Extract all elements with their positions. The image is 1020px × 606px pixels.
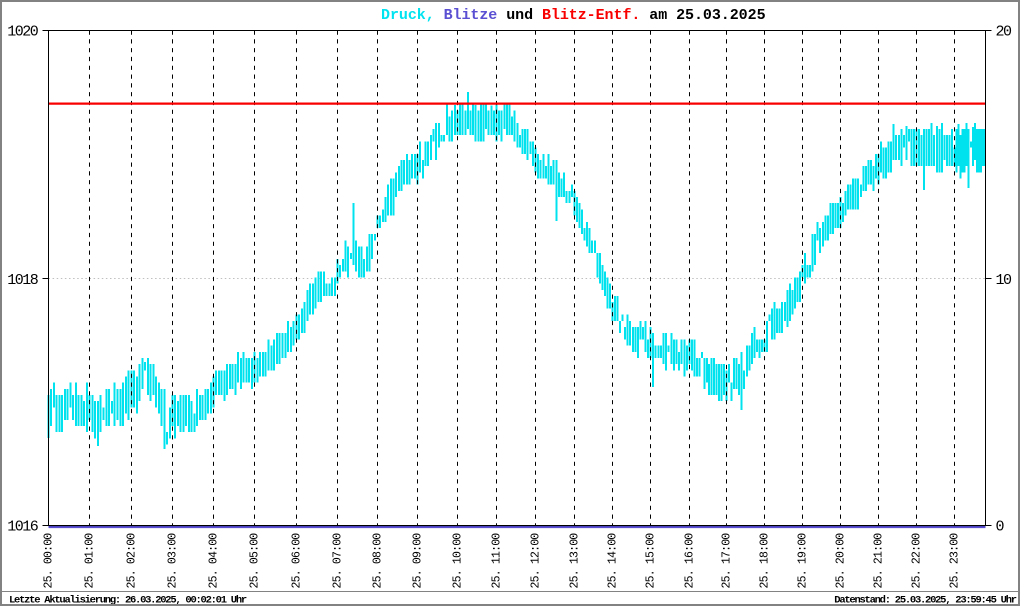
svg-text:1018: 1018	[7, 272, 39, 289]
svg-text:Letzte Aktualisierung: 26.03.2: Letzte Aktualisierung: 26.03.2025, 00:02…	[9, 594, 247, 606]
svg-text:25. 21:00: 25. 21:00	[873, 533, 886, 589]
svg-text:25. 19:00: 25. 19:00	[797, 533, 810, 589]
svg-text:25. 10:00: 25. 10:00	[452, 533, 465, 589]
svg-text:25. 06:00: 25. 06:00	[291, 533, 304, 589]
svg-text:25. 18:00: 25. 18:00	[759, 533, 772, 589]
svg-text:25. 12:00: 25. 12:00	[530, 533, 543, 589]
svg-text:25. 16:00: 25. 16:00	[684, 533, 697, 589]
svg-text:25. 01:00: 25. 01:00	[84, 533, 97, 589]
svg-text:1016: 1016	[7, 519, 39, 536]
svg-text:25. 14:00: 25. 14:00	[607, 533, 620, 589]
svg-text:25. 03:00: 25. 03:00	[167, 533, 180, 589]
svg-text:25. 08:00: 25. 08:00	[372, 533, 385, 589]
svg-text:25. 07:00: 25. 07:00	[332, 533, 345, 589]
svg-text:25. 09:00: 25. 09:00	[412, 533, 425, 589]
svg-text:10: 10	[996, 272, 1013, 289]
svg-text:25. 11:00: 25. 11:00	[491, 533, 504, 589]
svg-text:1020: 1020	[7, 23, 39, 40]
svg-text:20: 20	[996, 23, 1013, 40]
svg-text:25. 13:00: 25. 13:00	[569, 533, 582, 589]
svg-text:0: 0	[996, 519, 1005, 536]
svg-text:Datenstand: 25.03.2025, 23:59:: Datenstand: 25.03.2025, 23:59:45 Uhr	[834, 594, 1016, 606]
svg-text:25. 17:00: 25. 17:00	[721, 533, 734, 589]
svg-text:25. 02:00: 25. 02:00	[126, 533, 139, 589]
svg-text:Druck, Blitze und Blitz-Entf.: Druck, Blitze und Blitz-Entf. am 25.03.2…	[381, 7, 766, 24]
svg-text:25. 22:00: 25. 22:00	[911, 533, 924, 589]
svg-text:25. 00:00: 25. 00:00	[43, 533, 56, 589]
svg-text:25. 05:00: 25. 05:00	[249, 533, 262, 589]
svg-text:25. 23:00: 25. 23:00	[949, 533, 962, 589]
svg-text:25. 20:00: 25. 20:00	[835, 533, 848, 589]
svg-text:25. 15:00: 25. 15:00	[645, 533, 658, 589]
svg-text:25. 04:00: 25. 04:00	[208, 533, 221, 589]
